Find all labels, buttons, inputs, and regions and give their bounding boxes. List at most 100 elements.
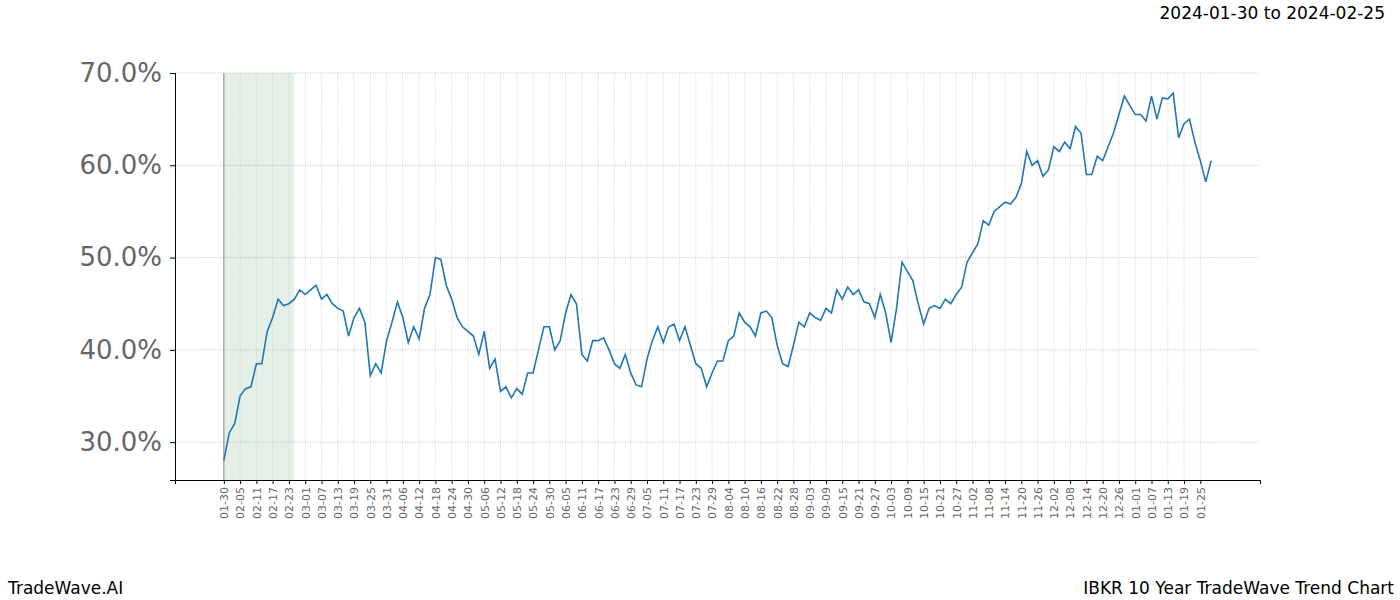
x-tick-label: 10-21 (934, 487, 947, 519)
x-tick: 06-17 (593, 480, 606, 519)
grid-line (1037, 73, 1038, 480)
grid-line (175, 349, 1260, 350)
grid-line (240, 73, 241, 480)
x-tick-label: 03-19 (348, 487, 361, 519)
x-tick-label: 09-15 (837, 487, 850, 519)
x-tick-mark (305, 480, 306, 484)
highlight-span (224, 73, 295, 480)
grid-line (484, 73, 485, 480)
grid-line (386, 73, 387, 480)
grid-line (435, 73, 436, 480)
x-tick: 03-13 (332, 480, 345, 519)
x-tick-mark (793, 480, 794, 484)
x-tick-mark (663, 480, 664, 484)
grid-line (1102, 73, 1103, 480)
x-tick-label: 03-07 (316, 487, 329, 519)
x-tick: 03-31 (381, 480, 394, 519)
x-tick: 12-26 (1113, 480, 1126, 519)
x-tick-label: 07-23 (690, 487, 703, 519)
x-tick-label: 07-05 (641, 487, 654, 519)
grid-line (1021, 73, 1022, 480)
y-tick-mark (170, 165, 175, 166)
x-tick-mark (517, 480, 518, 484)
x-tick-label: 01-30 (218, 487, 231, 519)
grid-line (679, 73, 680, 480)
x-tick-label: 01-01 (1130, 487, 1143, 519)
grid-line (175, 257, 1260, 258)
x-tick-mark (598, 480, 599, 484)
x-tick-mark (419, 480, 420, 484)
x-tick: 10-21 (934, 480, 947, 519)
x-tick-mark (224, 480, 225, 484)
x-tick-label: 10-15 (918, 487, 931, 519)
x-tick-label: 03-25 (365, 487, 378, 519)
x-tick: 08-10 (739, 480, 752, 519)
x-tick: 01-19 (1178, 480, 1191, 519)
x-tick: 08-22 (772, 480, 785, 519)
y-tick: 70.0% (79, 58, 175, 88)
x-tick-label: 03-01 (300, 487, 313, 519)
grid-line (695, 73, 696, 480)
x-tick: 06-29 (625, 480, 638, 519)
x-tick-label: 11-26 (1032, 487, 1045, 519)
x-tick-label: 08-28 (788, 487, 801, 519)
x-tick-label: 06-29 (625, 487, 638, 519)
title: IBKR 10 Year TradeWave Trend Chart (1083, 578, 1394, 598)
x-tick: 04-18 (430, 480, 443, 519)
grid-line (288, 73, 289, 480)
grid-line (956, 73, 957, 480)
x-tick: 01-07 (1146, 480, 1159, 519)
x-tick: 10-03 (885, 480, 898, 519)
x-tick-label: 02-05 (234, 487, 247, 519)
x-tick-mark (1021, 480, 1022, 484)
x-tick-mark (452, 480, 453, 484)
y-tick-label: 40.0% (79, 335, 162, 365)
x-tick-mark (354, 480, 355, 484)
x-tick-label: 12-08 (1064, 487, 1077, 519)
x-tick: 12-20 (1097, 480, 1110, 519)
grid-line (907, 73, 908, 480)
x-tick-label: 09-09 (820, 487, 833, 519)
y-tick-label: 30.0% (79, 427, 162, 457)
y-tick-label: 60.0% (79, 150, 162, 180)
x-tick: 09-03 (804, 480, 817, 519)
grid-line (630, 73, 631, 480)
x-tick-label: 12-20 (1097, 487, 1110, 519)
x-tick-mark (745, 480, 746, 484)
x-tick-mark (1135, 480, 1136, 484)
x-tick-label: 10-03 (885, 487, 898, 519)
x-tick: 09-21 (853, 480, 866, 519)
grid-line (256, 73, 257, 480)
x-tick-mark (549, 480, 550, 484)
x-tick-label: 11-02 (967, 487, 980, 519)
grid-line (972, 73, 973, 480)
x-tick-mark (696, 480, 697, 484)
x-tick-label: 08-22 (772, 487, 785, 519)
x-tick-mark (1200, 480, 1201, 484)
y-tick-mark (170, 258, 175, 259)
grid-line (1184, 73, 1185, 480)
x-tick-label: 08-04 (723, 487, 736, 519)
x-tick-mark (777, 480, 778, 484)
x-tick-label: 07-11 (658, 487, 671, 519)
x-tick-mark (1119, 480, 1120, 484)
grid-line (874, 73, 875, 480)
x-tick-mark (435, 480, 436, 484)
x-tick: 04-06 (397, 480, 410, 519)
grid-line (1086, 73, 1087, 480)
grid-line (549, 73, 550, 480)
x-tick-label: 04-30 (462, 487, 475, 519)
x-tick: 03-07 (316, 480, 329, 519)
grid-line (402, 73, 403, 480)
grid-line (858, 73, 859, 480)
x-tick: 05-24 (527, 480, 540, 519)
x-tick-mark (321, 480, 322, 484)
grid-line (939, 73, 940, 480)
x-tick: 08-16 (755, 480, 768, 519)
x-tick-label: 05-18 (511, 487, 524, 519)
x-tick-mark (680, 480, 681, 484)
x-tick-label: 01-25 (1195, 487, 1208, 519)
highlight-group (224, 73, 295, 480)
x-tick-label: 12-14 (1081, 487, 1094, 519)
grid-line (1053, 73, 1054, 480)
